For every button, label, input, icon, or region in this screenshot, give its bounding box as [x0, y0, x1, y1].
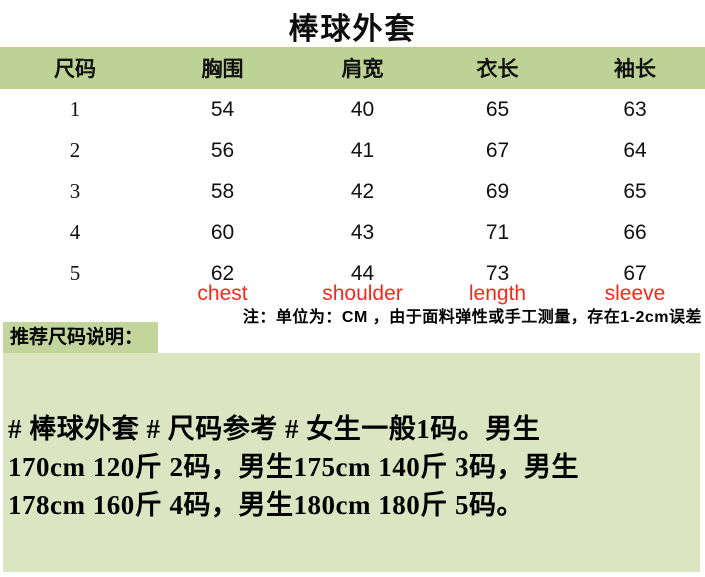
column-header-size: 尺码 [54, 58, 96, 81]
size-cell: 4 [69, 220, 81, 244]
size-cell: 3 [69, 179, 81, 203]
recommendation-line: 178cm 160斤 4码，男生180cm 180斤 5码。 [8, 490, 524, 520]
table-row: 5 62 44 73 67 [0, 253, 705, 294]
measurement-note: 注：单位为：CM ，由于面料弹性或手工测量，存在1-2cm误差 [242, 309, 702, 326]
sleeve-cell: 63 [623, 97, 647, 121]
chest-cell: 58 [210, 179, 235, 203]
length-english-label: length [468, 282, 527, 305]
shoulder-cell: 40 [350, 97, 375, 121]
column-header-sleeve: 袖长 [614, 58, 656, 81]
size-cell: 5 [69, 261, 81, 285]
length-cell: 73 [485, 261, 510, 285]
page-title: 棒球外套 [288, 13, 417, 46]
sleeve-cell: 67 [623, 261, 647, 285]
sleeve-english-label: sleeve [604, 282, 666, 305]
table-row: 3 58 42 69 65 [0, 171, 705, 212]
recommendation-line: 170cm 120斤 2码，男生175cm 140斤 3码，男生 [8, 452, 579, 482]
length-cell: 71 [485, 220, 510, 244]
sleeve-cell: 66 [623, 220, 647, 244]
recommendation-text: # 棒球外套 # 尺码参考 # 女生一般1码。男生 170cm 120斤 2码，… [3, 353, 700, 524]
recommendation-line: # 棒球外套 # 尺码参考 # 女生一般1码。男生 [8, 414, 541, 444]
sleeve-cell: 65 [623, 179, 647, 203]
length-cell: 65 [485, 97, 510, 121]
table-row: 1 54 40 65 63 [0, 89, 705, 130]
sleeve-cell: 64 [623, 138, 647, 162]
chest-cell: 62 [210, 261, 235, 285]
column-header-chest: 胸围 [201, 58, 244, 81]
table-row: 2 56 41 67 64 [0, 130, 705, 171]
length-cell: 69 [485, 179, 510, 203]
chest-english-label: chest [197, 282, 248, 305]
column-header-length: 衣长 [476, 58, 519, 81]
size-cell: 1 [69, 97, 81, 121]
english-label-row: chest shoulder length sleeve [0, 281, 705, 307]
shoulder-english-label: shoulder [322, 282, 403, 305]
chest-cell: 54 [210, 97, 235, 121]
shoulder-cell: 44 [350, 261, 375, 285]
column-header-shoulder: 肩宽 [341, 58, 384, 81]
length-cell: 67 [485, 138, 510, 162]
table-header-row: 尺码 胸围 肩宽 衣长 袖长 [0, 47, 705, 89]
shoulder-cell: 41 [350, 138, 375, 162]
recommendation-label: 推荐尺码说明： [3, 322, 158, 353]
size-cell: 2 [69, 138, 81, 162]
shoulder-cell: 42 [350, 179, 375, 203]
table-row: 4 60 43 71 66 [0, 212, 705, 253]
recommendation-panel: # 棒球外套 # 尺码参考 # 女生一般1码。男生 170cm 120斤 2码，… [3, 353, 700, 572]
shoulder-cell: 43 [350, 220, 375, 244]
chest-cell: 56 [210, 138, 235, 162]
chest-cell: 60 [210, 220, 235, 244]
